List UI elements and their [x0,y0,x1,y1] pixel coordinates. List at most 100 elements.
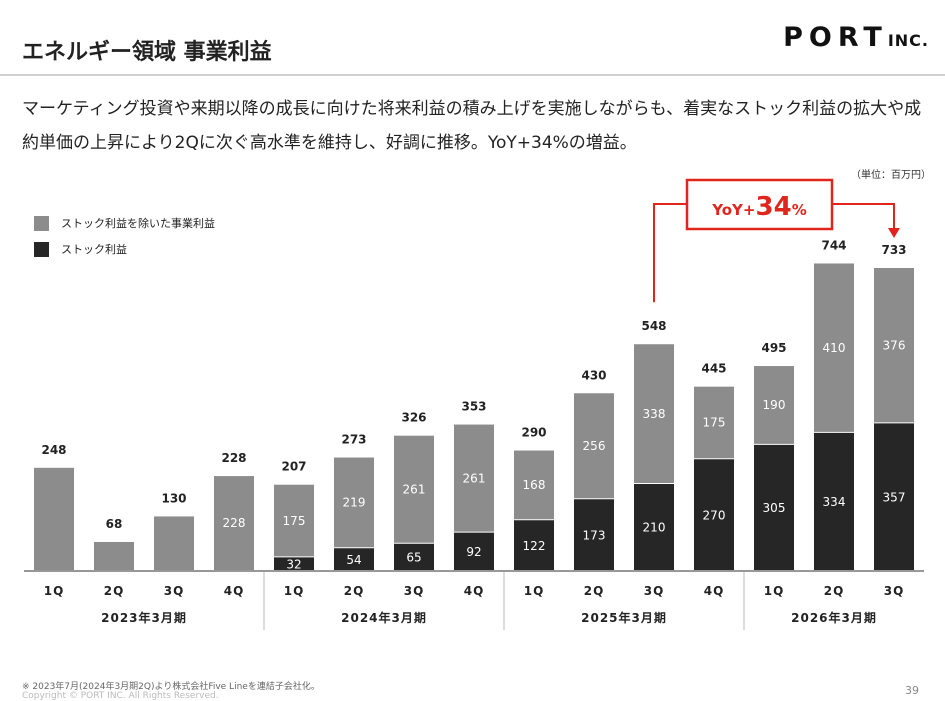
footnote: ※ 2023年7月(2024年3月期2Q)より株式会社Five Lineを連結子… [22,682,320,692]
segment-label-other: 256 [583,439,606,453]
legend-swatch-other [34,215,49,231]
bar-other [814,263,854,433]
bar-stock [274,556,314,570]
callout-text: YoY+34% [711,192,806,222]
segment-label-stock: 305 [763,501,786,515]
total-label: 733 [881,243,906,257]
logo-sub: INC. [887,31,929,50]
bar-stock [514,519,554,570]
segment-label-stock: 357 [883,490,906,504]
segment-label-other: 168 [523,478,546,492]
legend-label-other: ストック利益を除いた事業利益 [61,217,215,230]
unit-label: （単位：百万円） [851,170,931,181]
total-label: 353 [461,400,486,414]
group-label: 2025年3月期 [581,610,667,625]
bar-stock [394,543,434,570]
group-label: 2024年3月期 [341,610,427,625]
total-label: 430 [581,368,606,382]
bar-stock [874,422,914,570]
segment-label-other: 175 [703,416,726,430]
x-tick-label: 4Q [704,584,725,598]
bar-other [874,268,914,423]
total-label: 228 [221,451,246,465]
bar-other [34,467,74,570]
legend-item-stock: ストック利益 [34,236,215,262]
bar-other [574,393,614,499]
x-tick-label: 2Q [824,584,845,598]
total-label: 68 [106,517,123,531]
callout-line-left [653,203,687,303]
bar-stock [754,444,794,570]
bar-other [154,516,194,570]
x-tick-label: 4Q [464,584,485,598]
segment-label-other: 261 [463,471,486,485]
bar-stock [634,483,674,570]
segment-label-other: 219 [343,496,366,510]
bar-stock [334,547,374,570]
total-label: 326 [401,411,426,425]
x-tick-label: 1Q [764,584,785,598]
bar-other [394,435,434,544]
legend-label-stock: ストック利益 [61,243,127,256]
description-text: マーケティング投資や来期以降の成長に向けた将来利益の積み上げを実施しながらも、着… [22,99,922,153]
x-tick-label: 1Q [284,584,305,598]
bar-other [454,424,494,533]
x-tick-label: 3Q [164,584,185,598]
bar-stock [814,432,854,570]
total-label: 290 [521,426,546,440]
total-label: 273 [341,433,366,447]
total-label: 445 [701,362,726,376]
bar-other [274,484,314,557]
total-label: 495 [761,341,786,355]
x-tick-label: 3Q [884,584,905,598]
x-tick-label: 1Q [44,584,65,598]
group-label: 2026年3月期 [791,610,877,625]
bar-other [694,386,734,459]
segment-label-stock: 270 [703,508,726,522]
bar-other [634,344,674,484]
segment-label-stock: 173 [583,528,606,542]
segment-label-other: 338 [643,407,666,421]
total-label: 207 [281,460,306,474]
logo-main: PORT [783,22,888,53]
callout-line-right [832,203,895,231]
x-tick-label: 2Q [104,584,125,598]
bar-other [334,457,374,548]
segment-label-other: 175 [283,514,306,528]
copyright: Copyright © PORT INC. All Rights Reserve… [22,691,219,701]
segment-label-stock: 54 [346,553,361,567]
callout-box [685,178,834,231]
segment-label-other: 261 [403,482,426,496]
x-tick-label: 1Q [524,584,545,598]
x-tick-label: 4Q [224,584,245,598]
chart-legend: ストック利益を除いた事業利益 ストック利益 [34,210,215,262]
segment-label-stock: 65 [406,551,421,565]
segment-label-stock: 92 [466,545,481,559]
segment-label-other: 376 [883,338,906,352]
page-title: エネルギー領域 事業利益 [22,40,272,65]
total-label: 744 [821,238,846,252]
total-label: 548 [641,319,666,333]
legend-swatch-stock [34,241,49,257]
segment-label-stock: 32 [286,557,301,571]
x-tick-label: 2Q [344,584,365,598]
total-label: 130 [161,491,186,505]
segment-label-stock: 210 [643,521,666,535]
bar-other [514,450,554,520]
group-label: 2023年3月期 [101,610,187,625]
bar-stock [574,498,614,570]
segment-label-stock: 122 [523,539,546,553]
x-tick-label: 2Q [584,584,605,598]
segment-label-other: 190 [763,398,786,412]
segment-label-other: 410 [823,341,846,355]
bar-other [214,476,254,570]
bar-stock [454,532,494,570]
segment-label-other: 228 [223,516,246,530]
page-number: 39 [905,684,919,697]
callout-arrow-icon [888,228,900,239]
bar-other [754,366,794,445]
bar-other [94,541,134,570]
header-divider [0,74,945,76]
x-tick-label: 3Q [644,584,665,598]
